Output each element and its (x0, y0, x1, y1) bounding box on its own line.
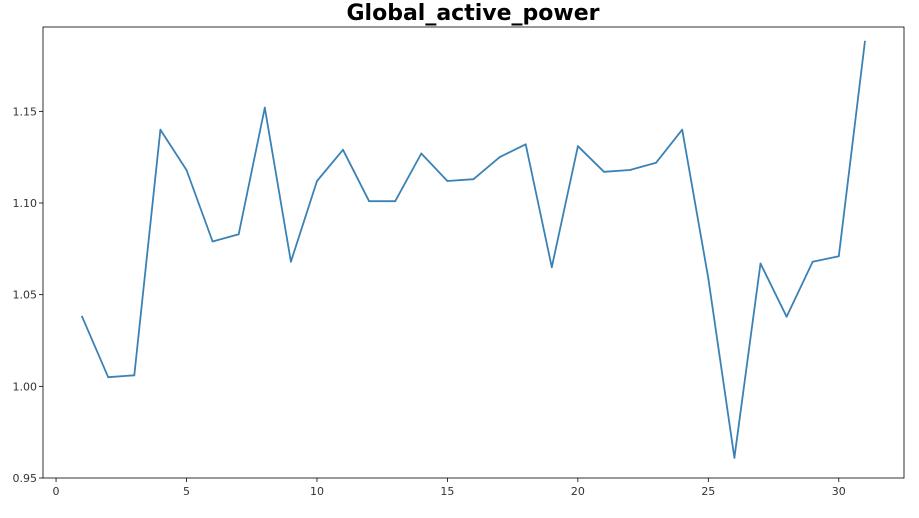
data-point (159, 128, 162, 131)
y-axis: 0.95 1.00 1.05 1.10 1.15 (13, 105, 43, 485)
data-point (603, 170, 605, 173)
data-point (316, 180, 318, 182)
data-point (681, 128, 684, 131)
data-point (185, 169, 188, 171)
chart-title: Global_active_power (346, 1, 599, 26)
data-point (237, 233, 240, 236)
data-point (785, 315, 788, 318)
data-point (707, 277, 710, 280)
x-axis: 0 5 10 15 20 25 30 (53, 478, 846, 498)
y-tick-label: 1.05 (13, 289, 38, 302)
data-point (342, 148, 344, 151)
y-tick-label: 1.10 (13, 197, 38, 210)
data-point (446, 180, 449, 182)
data-point (629, 169, 631, 171)
data-point (577, 145, 579, 148)
data-point (368, 200, 370, 203)
data-point (290, 260, 292, 263)
x-tick-label: 10 (310, 485, 324, 498)
data-point (107, 376, 110, 379)
data-point (864, 40, 866, 43)
series-layer (81, 40, 866, 459)
data-point (394, 200, 397, 203)
data-point (759, 262, 762, 265)
series-line (81, 40, 866, 459)
data-point (655, 161, 657, 164)
data-point (420, 152, 423, 155)
plot-area-frame (42, 26, 905, 479)
data-point (524, 143, 527, 146)
data-point (133, 374, 136, 377)
data-point (811, 260, 814, 263)
x-tick-label: 30 (832, 485, 846, 498)
x-tick-label: 25 (701, 485, 715, 498)
data-point (837, 255, 840, 258)
data-point (498, 156, 501, 159)
x-tick-label: 5 (183, 485, 190, 498)
data-point (472, 178, 475, 181)
data-point (263, 106, 266, 109)
y-tick-label: 1.00 (13, 380, 38, 393)
data-point (733, 456, 736, 459)
x-tick-label: 20 (571, 485, 585, 498)
data-point (550, 266, 553, 269)
x-tick-label: 0 (53, 485, 60, 498)
data-point (81, 315, 83, 318)
y-tick-label: 0.95 (13, 472, 38, 485)
y-tick-label: 1.15 (13, 105, 38, 118)
data-point (211, 240, 214, 243)
x-tick-label: 15 (440, 485, 454, 498)
